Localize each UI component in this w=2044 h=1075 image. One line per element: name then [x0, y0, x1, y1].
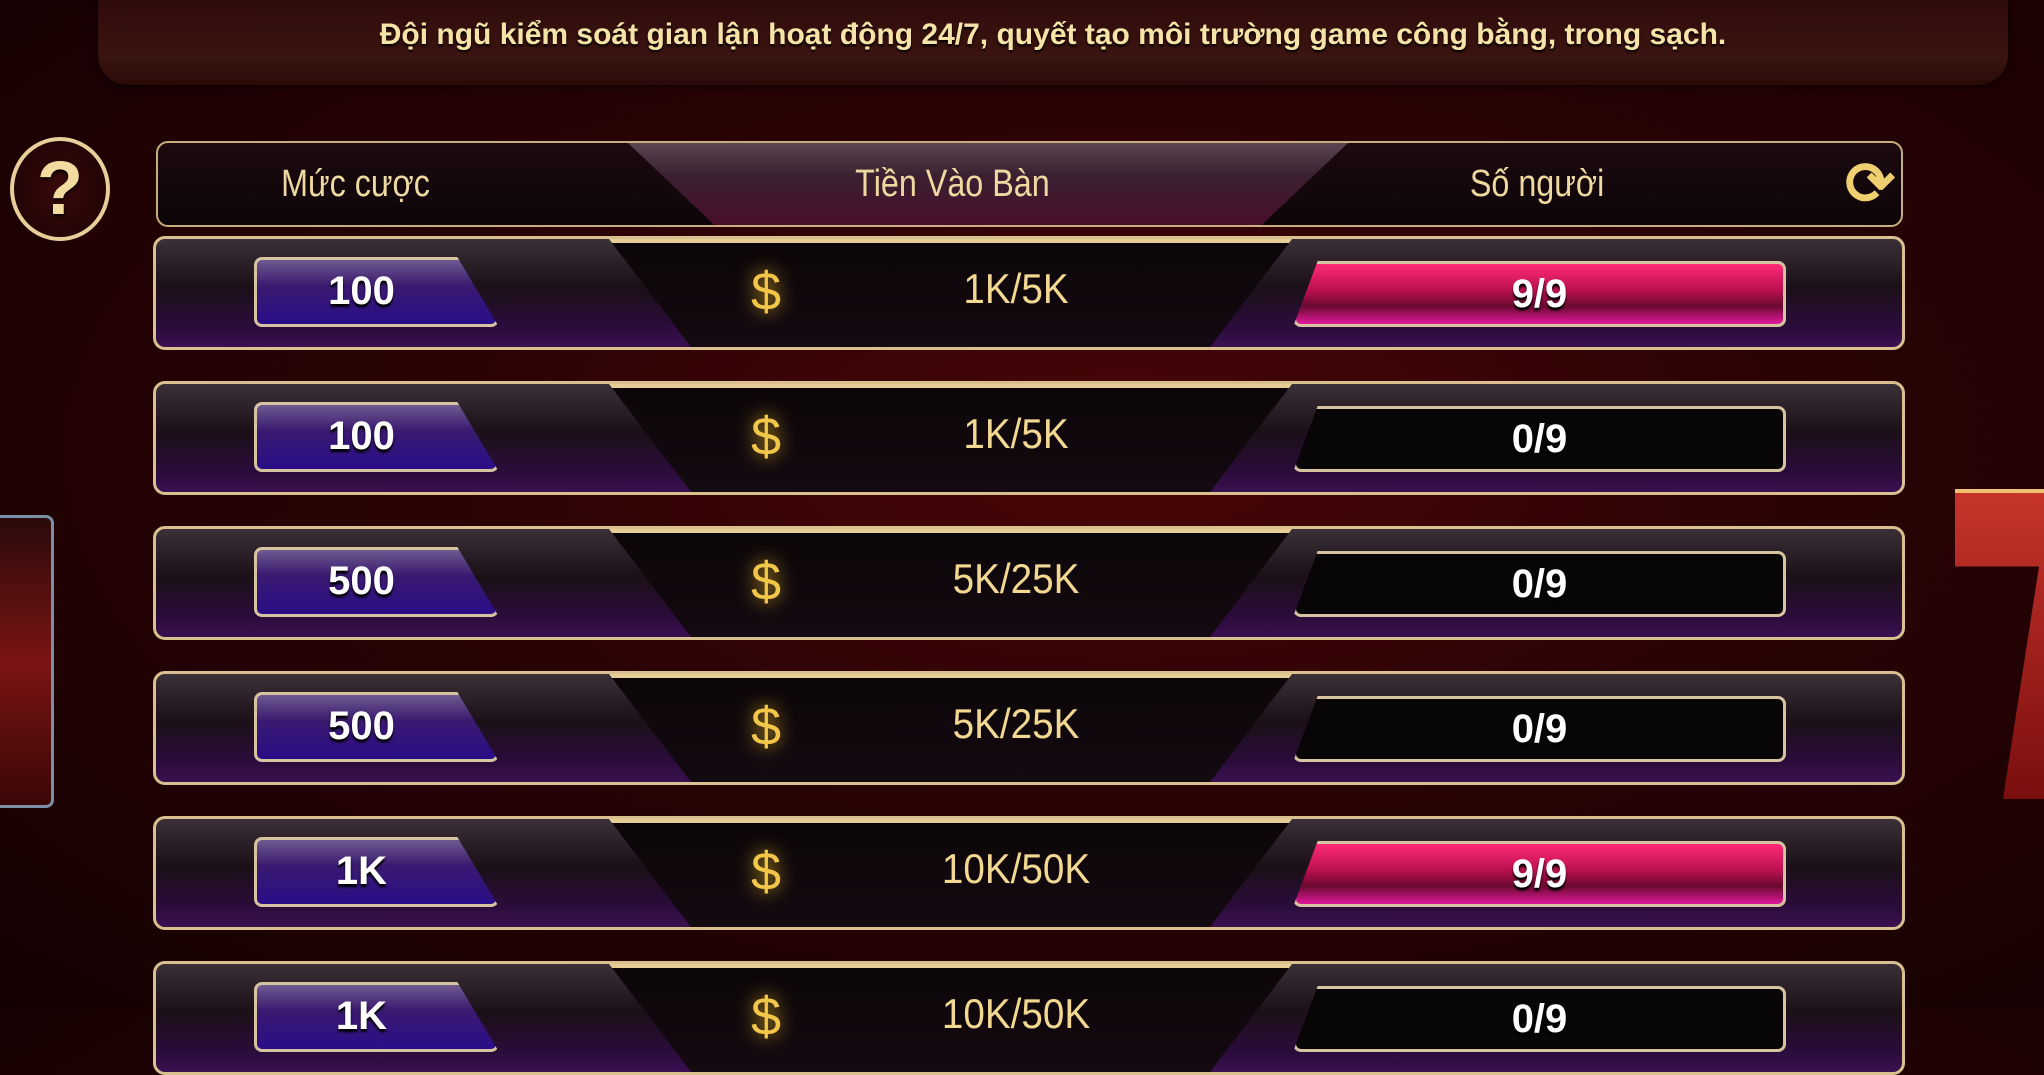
table-row[interactable]: 100 $ 1K/5K 9/9 [153, 236, 1905, 350]
row-center-panel [609, 239, 1292, 347]
player-count: 0/9 [1293, 551, 1786, 617]
announcement-text: Đội ngũ kiểm soát gian lận hoạt động 24/… [379, 18, 1727, 51]
dollar-icon: $ [750, 407, 782, 467]
player-count: 0/9 [1293, 986, 1786, 1052]
entry-amount: 5K/25K [952, 555, 1080, 602]
header-center-tab [628, 143, 1348, 225]
help-button[interactable]: ? [10, 137, 110, 241]
table-row[interactable]: 500 $ 5K/25K 0/9 [153, 671, 1905, 785]
row-center-panel [609, 819, 1292, 927]
bet-badge: 100 [254, 257, 499, 327]
table-row[interactable]: 100 $ 1K/5K 0/9 [153, 381, 1905, 495]
player-count: 0/9 [1293, 406, 1786, 472]
bet-badge: 1K [254, 982, 499, 1052]
dollar-icon: $ [750, 552, 782, 612]
table-row[interactable]: 500 $ 5K/25K 0/9 [153, 526, 1905, 640]
column-entry[interactable]: Tiền Vào Bàn [855, 163, 1050, 205]
entry-amount: 10K/50K [941, 845, 1091, 892]
column-bet[interactable]: Mức cược [281, 163, 430, 205]
announcement-banner: Đội ngũ kiểm soát gian lận hoạt động 24/… [98, 0, 2008, 85]
player-count: 0/9 [1293, 696, 1786, 762]
refresh-icon[interactable]: ⟳ [1844, 150, 1896, 217]
entry-amount: 1K/5K [963, 410, 1069, 457]
bet-badge: 1K [254, 837, 499, 907]
dollar-icon: $ [750, 262, 782, 322]
side-thumbnail[interactable] [0, 515, 54, 808]
column-players[interactable]: Số người [1469, 163, 1605, 205]
player-count: 9/9 [1293, 261, 1786, 327]
row-center-panel [609, 674, 1292, 782]
table-row[interactable]: 1K $ 10K/50K 0/9 [153, 961, 1905, 1075]
question-mark-icon: ? [36, 146, 84, 231]
row-center-panel [609, 384, 1292, 492]
entry-amount: 1K/5K [963, 265, 1069, 312]
table-row[interactable]: 1K $ 10K/50K 9/9 [153, 816, 1905, 930]
dollar-icon: $ [750, 842, 782, 902]
logo-decoration [1955, 489, 2044, 799]
bet-badge: 500 [254, 547, 499, 617]
player-count: 9/9 [1293, 841, 1786, 907]
bet-badge: 500 [254, 692, 499, 762]
table-header: Mức cược Tiền Vào Bàn Số người [156, 141, 1903, 227]
entry-amount: 10K/50K [941, 990, 1091, 1037]
bet-badge: 100 [254, 402, 499, 472]
dollar-icon: $ [750, 987, 782, 1047]
entry-amount: 5K/25K [952, 700, 1080, 747]
row-center-panel [609, 529, 1292, 637]
dollar-icon: $ [750, 697, 782, 757]
